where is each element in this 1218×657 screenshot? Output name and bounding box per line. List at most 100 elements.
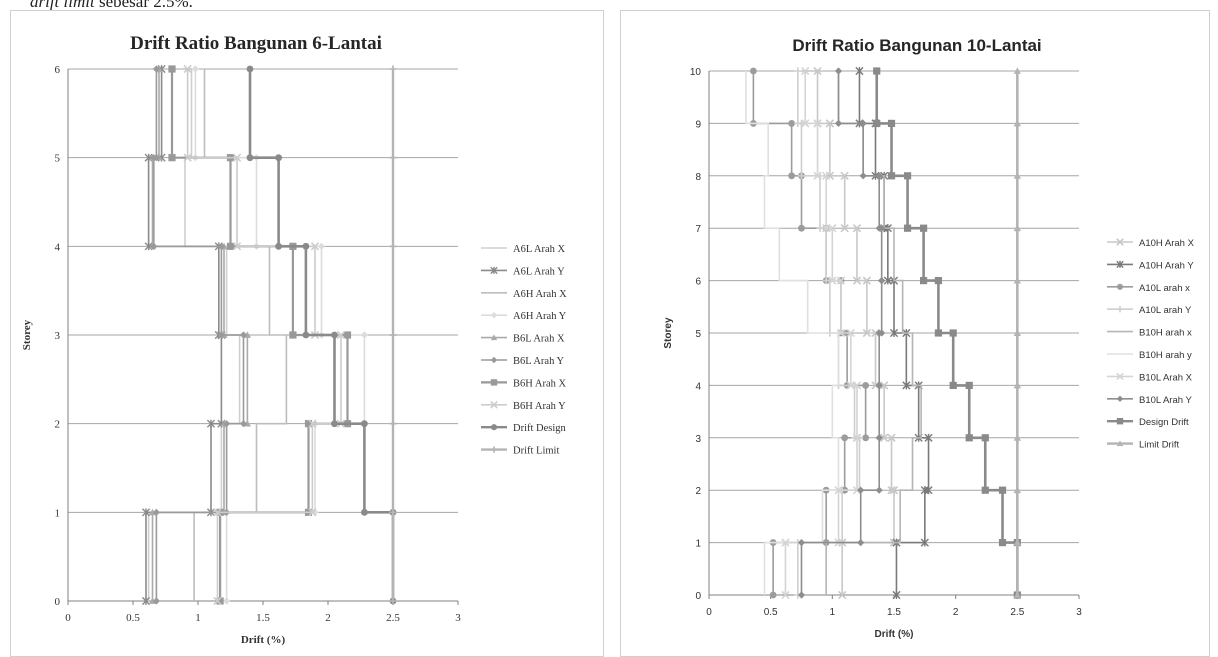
x-tick-label: 2.5 [1010, 607, 1024, 618]
series-group [797, 67, 886, 599]
x-tick-label: 1.5 [256, 612, 270, 624]
legend-marker [1116, 260, 1124, 269]
legend-label: A10L arah x [1139, 283, 1190, 294]
y-tick-label: 5 [55, 153, 61, 165]
y-tick-label: 2 [55, 419, 61, 431]
legend-label: A6H Arah X [513, 289, 567, 300]
data-point [389, 597, 397, 605]
data-point [813, 171, 822, 180]
legend-label: A10H Arah Y [1139, 260, 1194, 271]
data-point [389, 65, 397, 73]
data-point [873, 119, 881, 127]
data-point [1013, 434, 1021, 441]
x-axis-label: Drift (%) [241, 634, 286, 646]
data-point [801, 66, 810, 76]
data-point [828, 276, 837, 285]
data-point [213, 596, 222, 606]
chart-6-storey-svg: Drift Ratio Bangunan 6-Lantai 0 1 2 3 4 5 6 0 0.5… [21, 33, 567, 646]
legend-marker [490, 424, 498, 431]
y-tick-label: 7 [695, 224, 701, 235]
data-point [887, 119, 896, 127]
y-axis-label: Storey [663, 317, 674, 349]
data-point [308, 419, 317, 428]
legend-item: B6L Arah Y [481, 356, 565, 367]
data-point [981, 434, 989, 442]
x-tick-label: 0 [65, 612, 71, 624]
series-group [781, 66, 862, 600]
data-point [232, 153, 242, 162]
legend-marker [490, 334, 498, 341]
legend-label: B6H Arah X [513, 378, 566, 389]
legend-marker [1116, 440, 1124, 447]
data-point [883, 276, 892, 285]
data-point [857, 539, 865, 547]
data-point [1013, 277, 1021, 284]
y-tick-label: 0 [695, 591, 701, 602]
y-tick-label: 6 [55, 64, 61, 76]
series-group [745, 71, 840, 595]
data-point [873, 67, 881, 75]
y-tick-label: 4 [695, 381, 701, 392]
data-point [924, 486, 933, 495]
data-point [875, 434, 883, 442]
data-point [216, 597, 224, 605]
data-point [794, 119, 802, 127]
data-point [1013, 329, 1021, 336]
data-point [862, 381, 870, 389]
data-point [331, 420, 338, 428]
data-point [903, 172, 912, 180]
legend-label: A6L Arah Y [513, 266, 565, 277]
y-tick-label: 1 [695, 539, 701, 550]
data-point [343, 331, 352, 339]
data-point [822, 224, 831, 233]
data-point [308, 508, 317, 517]
legend-item: B10L Arah Y [1107, 395, 1192, 406]
legend-marker [1116, 395, 1124, 402]
chart-10-storey-svg: Drift Ratio Bangunan 10-Lantai 0 1 2 3 4 5 6 7 8 9… [663, 36, 1195, 640]
data-point [239, 420, 248, 428]
data-point [794, 67, 802, 75]
y-tick-label: 10 [690, 67, 702, 78]
y-tick-label: 5 [695, 329, 701, 340]
data-point [389, 331, 397, 339]
data-point [302, 331, 310, 339]
x-tick-label: 2 [953, 607, 959, 618]
legend-item: A10L arah x [1107, 283, 1190, 294]
data-point [875, 224, 883, 232]
data-point [798, 224, 805, 232]
legend-label: B6H Arah Y [513, 401, 566, 412]
data-point [822, 277, 830, 285]
legend-label: B6L Arah X [513, 334, 565, 345]
data-point [828, 224, 837, 233]
legend-item: A6H Arah Y [481, 311, 567, 322]
data-point [949, 381, 957, 389]
y-tick-label: 2 [695, 486, 701, 497]
legend-marker [1116, 283, 1124, 290]
data-point [920, 538, 929, 547]
data-point [1013, 119, 1021, 127]
legend-item: B10L Arah X [1107, 372, 1193, 383]
x-tick-label: 3 [1076, 607, 1082, 618]
x-tick-label: 0 [706, 607, 712, 618]
data-point [310, 242, 320, 251]
data-point [949, 329, 957, 337]
data-point [840, 224, 849, 233]
data-point [1013, 172, 1021, 179]
data-point [304, 420, 313, 428]
data-point [1013, 486, 1021, 494]
data-point [788, 172, 796, 180]
data-point [852, 224, 862, 233]
data-point [998, 539, 1007, 547]
x-tick-label: 1 [195, 612, 201, 624]
data-point [141, 508, 151, 517]
data-point [859, 172, 867, 180]
legend-marker [490, 266, 498, 275]
legend-item: A6L Arah X [481, 244, 566, 255]
data-point [841, 434, 849, 442]
legend-marker [490, 356, 498, 364]
y-tick-label: 8 [695, 172, 701, 183]
x-axis-label: Drift (%) [875, 629, 914, 640]
legend-item: Drift Limit [481, 446, 559, 457]
data-point [878, 277, 886, 285]
data-point [336, 330, 346, 340]
